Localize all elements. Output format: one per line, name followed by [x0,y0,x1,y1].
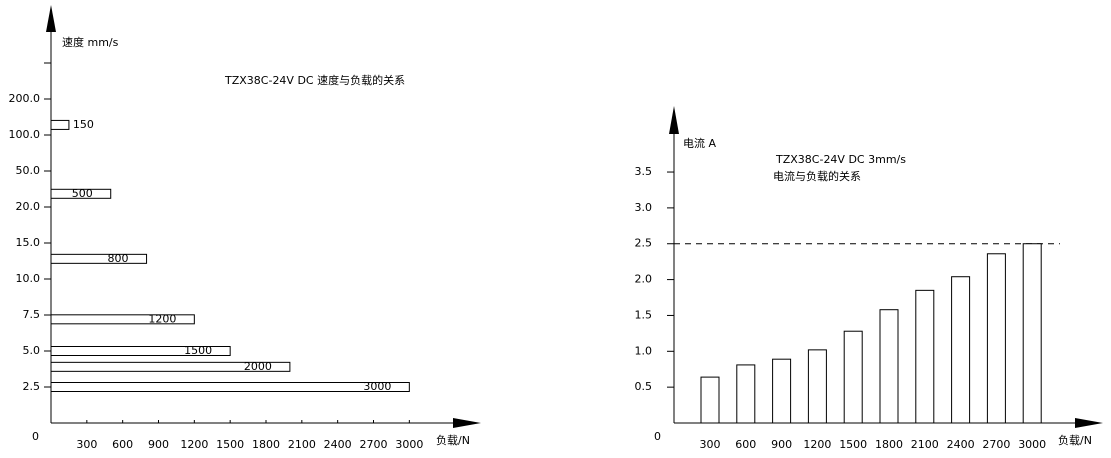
bar-label: 3000 [363,380,391,393]
x-tick-label: 1200 [180,438,208,451]
y-tick-label: 0.5 [635,380,653,393]
x-tick-label: 900 [148,438,169,451]
bar-label: 150 [73,118,94,131]
bar [986,253,1006,424]
bar [879,309,899,424]
bar [50,188,112,199]
x-tick-label: 1500 [839,438,867,451]
bar [772,358,792,424]
x-tick-label: 300 [700,438,721,451]
x-tick-label: 600 [735,438,756,451]
x-tick-label: 2700 [982,438,1010,451]
y-tick-label: 2.0 [635,273,653,286]
bar [951,276,971,424]
x-tick-label: 300 [76,438,97,451]
y-tick-label: 10.0 [16,272,41,285]
bar [736,364,756,424]
y-tick-label: 3.5 [635,165,653,178]
x-tick-label: 2100 [288,438,316,451]
bar [50,382,410,392]
x-tick-label: 2100 [911,438,939,451]
origin-label: 0 [654,430,661,443]
bar-label: 800 [108,252,129,265]
y-tick-label: 1.5 [635,308,653,321]
y-tick-label: 5.0 [23,344,41,357]
chart-subtitle: 电流与负载的关系 [773,169,861,183]
y-tick-label: 3.0 [635,201,653,214]
bar [50,346,231,356]
y-tick-label: 1.0 [635,344,653,357]
bar [843,330,863,424]
bar [50,253,148,264]
x-tick-label: 2700 [360,438,388,451]
x-tick-label: 2400 [324,438,352,451]
y-tick-label: 2.5 [635,237,653,250]
x-tick-label: 1800 [252,438,280,451]
y-axis-arrow [669,106,679,134]
x-tick-label: 1200 [803,438,831,451]
x-tick-label: 2400 [947,438,975,451]
y-tick-label: 15.0 [16,236,41,249]
x-axis-label: 负载/N [1058,433,1092,447]
x-axis-arrow [1075,418,1103,428]
bar-label: 2000 [244,360,272,373]
bar [915,289,935,424]
x-tick-label: 1500 [216,438,244,451]
chart-title: TZX38C-24V DC 3mm/s [775,153,906,166]
bar [50,119,70,130]
y-tick-label: 2.5 [23,380,41,393]
y-axis-arrow [46,5,56,32]
x-tick-label: 600 [112,438,133,451]
chart-title: TZX38C-24V DC 速度与负载的关系 [224,73,405,87]
x-tick-label: 1800 [875,438,903,451]
bar-label: 1200 [148,312,176,325]
y-axis-label: 速度 mm/s [62,35,119,49]
origin-label: 0 [32,430,39,443]
x-tick-label: 3000 [1018,438,1046,451]
bar [1022,243,1042,424]
y-tick-label: 50.0 [16,164,41,177]
x-tick-label: 3000 [395,438,423,451]
bar [700,376,720,424]
bar [807,349,827,424]
bar-label: 500 [72,187,93,200]
bar [50,361,291,372]
y-axis-label: 电流 A [683,136,716,150]
y-tick-label: 200.0 [9,92,41,105]
y-tick-label: 20.0 [16,200,41,213]
x-axis-label: 负载/N [436,433,470,447]
x-tick-label: 900 [771,438,792,451]
bar [50,314,195,325]
y-tick-label: 100.0 [9,128,41,141]
y-tick-label: 7.5 [23,308,41,321]
bar-label: 1500 [184,344,212,357]
x-axis-arrow [453,418,481,428]
